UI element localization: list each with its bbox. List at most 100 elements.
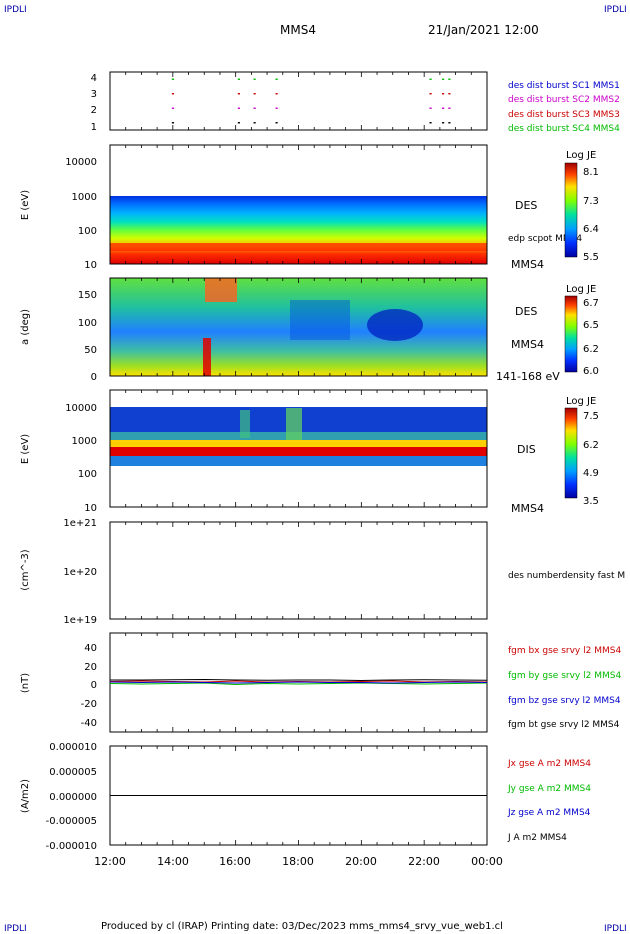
bfield-ytick-m40: -40 xyxy=(81,718,97,729)
burst-mark xyxy=(448,122,451,124)
des-pitch-label-energy: 141-168 eV xyxy=(496,370,560,383)
burst-mark xyxy=(429,93,432,95)
dis-energy-band-yellow xyxy=(110,440,487,448)
dis-energy-cbar-tick-2: 4.9 xyxy=(583,468,599,479)
burst-mark xyxy=(171,93,175,95)
des-energy-label-mms4: MMS4 xyxy=(511,258,544,271)
burst-mark xyxy=(448,78,451,80)
bfield-series-line xyxy=(110,678,488,682)
burst-mark xyxy=(237,78,241,80)
des-pitch-cbar-tick-0: 6.7 xyxy=(583,298,599,309)
burst-mark xyxy=(442,107,445,109)
bfield-series-line xyxy=(109,682,488,686)
plot-title: MMS4 xyxy=(280,23,316,37)
des-pitch-ylabel: a (deg) xyxy=(20,309,31,345)
des-pitch-low-region xyxy=(367,309,423,341)
des-energy-cbar-tick-1: 7.3 xyxy=(583,196,599,207)
des-pitch-ytick-0: 0 xyxy=(91,372,97,383)
xtick-2000: 20:00 xyxy=(345,855,377,868)
xtick-1600: 16:00 xyxy=(219,855,251,868)
burst-mark xyxy=(253,107,256,109)
des-energy-spectrogram xyxy=(110,196,487,264)
density-ytick-1e21: 1e+21 xyxy=(63,518,97,529)
des-energy-colorbar xyxy=(564,162,578,258)
density-panel: 1e+21 1e+20 1e+19 (cm^-3) des numberdens… xyxy=(20,518,625,626)
des-pitch-cbar-tick-1: 6.5 xyxy=(583,320,599,331)
xtick-1400: 14:00 xyxy=(157,855,189,868)
burst-mark xyxy=(237,122,241,124)
density-ylabel: (cm^-3) xyxy=(20,549,31,590)
current-ytick-4: -0.000010 xyxy=(46,841,97,852)
legend-density: des numberdensity fast M xyxy=(508,571,625,581)
burst-mark xyxy=(171,122,175,124)
dis-energy-label-mms4: MMS4 xyxy=(511,502,544,515)
burst-mark xyxy=(237,93,241,95)
xtick-0000: 00:00 xyxy=(471,855,503,868)
current-ytick-3: -0.000005 xyxy=(46,816,97,827)
legend-jx: Jx gse A m2 MMS4 xyxy=(507,759,591,769)
dis-energy-band-lower xyxy=(110,456,487,466)
corner-label-br: IPDLI xyxy=(604,924,627,934)
burst-mark xyxy=(448,93,451,95)
legend-burst-sc1: des dist burst SC1 MMS1 xyxy=(508,81,620,91)
current-ytick-2: 0.000000 xyxy=(49,792,97,803)
burst-ytick-4: 4 xyxy=(91,73,97,84)
dis-energy-panel: 10000 1000 100 10 E (eV) DIS MMS4 Log JE… xyxy=(20,389,599,515)
burst-mark xyxy=(171,78,175,80)
legend-burst-sc3: des dist burst SC3 MMS3 xyxy=(508,110,620,120)
dis-energy-band-peak xyxy=(110,447,487,457)
des-pitch-panel: 150 100 50 0 a (deg) DES MMS4 141-168 eV… xyxy=(20,277,599,383)
bfield-series-line xyxy=(109,681,488,684)
burst-mark xyxy=(253,78,256,80)
des-energy-ytick-100: 100 xyxy=(78,226,97,237)
des-pitch-cbar-tick-3: 6.0 xyxy=(583,366,599,377)
corner-label-tr: IPDLI xyxy=(604,5,627,15)
dis-energy-cbar-title: Log JE xyxy=(566,396,596,407)
burst-mark xyxy=(429,122,432,124)
des-pitch-spectrogram xyxy=(110,278,487,376)
legend-fgm-bt: fgm bt gse srvy l2 MMS4 xyxy=(508,720,620,730)
des-pitch-ytick-150: 150 xyxy=(78,290,97,301)
legend-burst-sc4: des dist burst SC4 MMS4 xyxy=(508,124,620,134)
footer-text: Produced by cl (IRAP) Printing date: 03/… xyxy=(101,921,503,932)
des-pitch-cbar-tick-2: 6.2 xyxy=(583,344,599,355)
bfield-panel: 40 20 0 -20 -40 (nT) fgm bx gse srvy l2 … xyxy=(20,632,621,733)
burst-mark xyxy=(253,122,256,124)
density-ytick-1e19: 1e+19 xyxy=(63,615,97,626)
burst-mark xyxy=(429,78,432,80)
dis-energy-burst-2 xyxy=(286,408,302,440)
xtick-2200: 22:00 xyxy=(408,855,440,868)
burst-mark xyxy=(171,107,175,109)
burst-ytick-2: 2 xyxy=(91,105,97,116)
burst-mark xyxy=(275,78,278,80)
burst-mark xyxy=(253,93,256,95)
x-axis: 12:00 14:00 16:00 18:00 20:00 22:00 00:0… xyxy=(94,855,503,868)
legend-jy: Jy gse A m2 MMS4 xyxy=(507,784,591,794)
des-pitch-label-mms4: MMS4 xyxy=(511,338,544,351)
bfield-ylabel: (nT) xyxy=(20,673,31,693)
dis-energy-ytick-10000: 10000 xyxy=(65,403,97,414)
burst-mark xyxy=(442,93,445,95)
legend-fgm-by: fgm by gse srvy l2 MMS4 xyxy=(508,671,621,681)
legend-fgm-bz: fgm bz gse srvy l2 MMS4 xyxy=(508,696,621,706)
des-pitch-hot-bottom xyxy=(203,338,211,376)
des-energy-cbar-title: Log JE xyxy=(566,150,596,161)
current-ytick-0: 0.000010 xyxy=(49,742,97,753)
des-pitch-low-region-2 xyxy=(290,300,350,340)
burst-mark xyxy=(275,107,278,109)
burst-mark xyxy=(275,122,278,124)
legend-j: J A m2 MMS4 xyxy=(507,833,567,843)
bfield-ytick-40: 40 xyxy=(84,643,97,654)
dis-energy-ytick-100: 100 xyxy=(78,469,97,480)
dis-energy-label-dis: DIS xyxy=(517,443,536,456)
current-ylabel: (A/m2) xyxy=(20,779,31,813)
dis-energy-cbar-tick-1: 6.2 xyxy=(583,440,599,451)
burst-panel: 4 3 2 1 des dist burst SC1 MMS1 des dist… xyxy=(91,71,620,134)
des-energy-peak-band xyxy=(110,243,487,251)
des-energy-ytick-10000: 10000 xyxy=(65,157,97,168)
des-pitch-cbar-title: Log JE xyxy=(566,284,596,295)
dis-energy-cbar-tick-3: 3.5 xyxy=(583,496,599,507)
legend-fgm-bx: fgm bx gse srvy l2 MMS4 xyxy=(508,646,621,656)
density-ytick-1e20: 1e+20 xyxy=(63,567,97,578)
des-pitch-colorbar xyxy=(564,295,578,373)
